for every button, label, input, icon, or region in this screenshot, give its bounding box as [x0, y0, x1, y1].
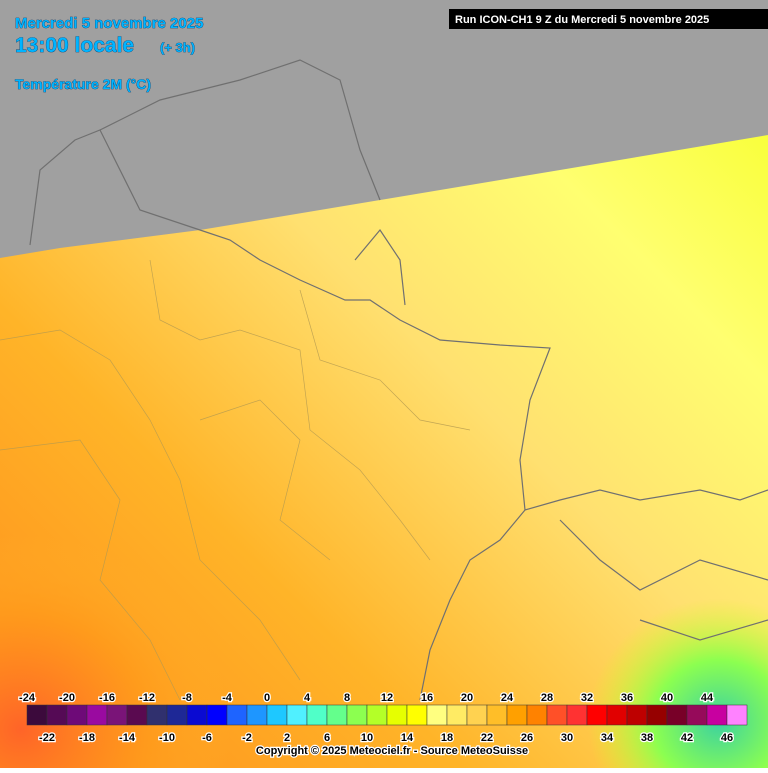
- scale-swatch: [226, 704, 248, 726]
- scale-label: 34: [601, 732, 614, 744]
- scale-label: 36: [621, 692, 633, 704]
- scale-swatch: [306, 704, 328, 726]
- local-time: 13:00 locale: [15, 34, 134, 57]
- scale-label: 40: [661, 692, 673, 704]
- scale-swatch: [266, 704, 288, 726]
- scale-label: 14: [401, 732, 414, 744]
- no-data-area: [0, 0, 768, 258]
- scale-label: 4: [304, 692, 311, 704]
- warm-area: [0, 380, 420, 768]
- scale-swatch: [46, 704, 68, 726]
- scale-label: -22: [39, 732, 55, 744]
- scale-label: 24: [501, 692, 514, 704]
- scale-swatch: [426, 704, 448, 726]
- scale-swatch: [726, 704, 748, 726]
- scale-label: 32: [581, 692, 593, 704]
- scale-swatch: [486, 704, 508, 726]
- scale-swatch: [706, 704, 728, 726]
- regions: [0, 259, 471, 701]
- scale-label: 30: [561, 732, 573, 744]
- scale-label: -6: [202, 732, 212, 744]
- scale-label: 20: [461, 692, 473, 704]
- scale-label: -20: [59, 692, 75, 704]
- scale-label: 2: [284, 732, 290, 744]
- scale-label: 46: [721, 732, 733, 744]
- scale-label: 28: [541, 692, 553, 704]
- run-banner: [449, 9, 768, 29]
- scale-swatch: [626, 704, 648, 726]
- scale-swatch: [26, 704, 48, 726]
- scale-swatch: [506, 704, 528, 726]
- scale-label: 16: [421, 692, 433, 704]
- scale-label: -24: [19, 692, 36, 704]
- scale-swatch: [366, 704, 388, 726]
- scale-swatch: [246, 704, 268, 726]
- copyright: Copyright © 2025 Meteociel.fr - Source M…: [256, 745, 528, 757]
- scale-swatch: [386, 704, 408, 726]
- scale-swatch: [346, 704, 368, 726]
- scale-label: -10: [159, 732, 175, 744]
- scale-swatch: [206, 704, 228, 726]
- scale-swatch: [326, 704, 348, 726]
- scale-swatch: [586, 704, 608, 726]
- scale-label: -4: [222, 692, 233, 704]
- scale-swatch: [466, 704, 488, 726]
- scale-swatch: [186, 704, 208, 726]
- scale-swatch: [126, 704, 148, 726]
- scale-label: -18: [79, 732, 95, 744]
- scale-label: 26: [521, 732, 533, 744]
- parameter: Température 2M (°C): [15, 76, 151, 92]
- scale-label: 6: [324, 732, 330, 744]
- scale-label: -8: [182, 692, 192, 704]
- scale-swatch: [686, 704, 708, 726]
- scale-label: 38: [641, 732, 653, 744]
- scale-label: 8: [344, 692, 350, 704]
- scale-swatch: [166, 704, 188, 726]
- scale-label: 10: [361, 732, 373, 744]
- scale-label: 42: [681, 732, 693, 744]
- scale-label: 12: [381, 692, 393, 704]
- scale-swatch: [106, 704, 128, 726]
- scale-label: -16: [99, 692, 115, 704]
- scale-swatch: [526, 704, 548, 726]
- borders: [29, 59, 768, 701]
- scale-swatch: [286, 704, 308, 726]
- scale-swatch: [566, 704, 588, 726]
- run-info: Run ICON-CH1 9 Z du Mercredi 5 novembre …: [455, 14, 709, 26]
- scale-swatch: [546, 704, 568, 726]
- scale-swatch: [666, 704, 688, 726]
- color-scale: -24-22-20-18-16-14-12-10-8-6-4-202468101…: [18, 691, 748, 745]
- scale-label: -2: [242, 732, 252, 744]
- scale-swatch: [66, 704, 88, 726]
- scale-label: 44: [701, 692, 714, 704]
- scale-label: 18: [441, 732, 453, 744]
- scale-swatch: [406, 704, 428, 726]
- scale-label: 0: [264, 692, 270, 704]
- scale-label: -12: [139, 692, 155, 704]
- scale-swatch: [646, 704, 668, 726]
- scale-swatch: [86, 704, 108, 726]
- time-offset: (+ 3h): [160, 40, 195, 55]
- date: Mercredi 5 novembre 2025: [15, 15, 203, 32]
- scale-swatch: [146, 704, 168, 726]
- scale-swatch: [606, 704, 628, 726]
- scale-swatch: [446, 704, 468, 726]
- scale-label: 22: [481, 732, 493, 744]
- scale-label: -14: [119, 732, 136, 744]
